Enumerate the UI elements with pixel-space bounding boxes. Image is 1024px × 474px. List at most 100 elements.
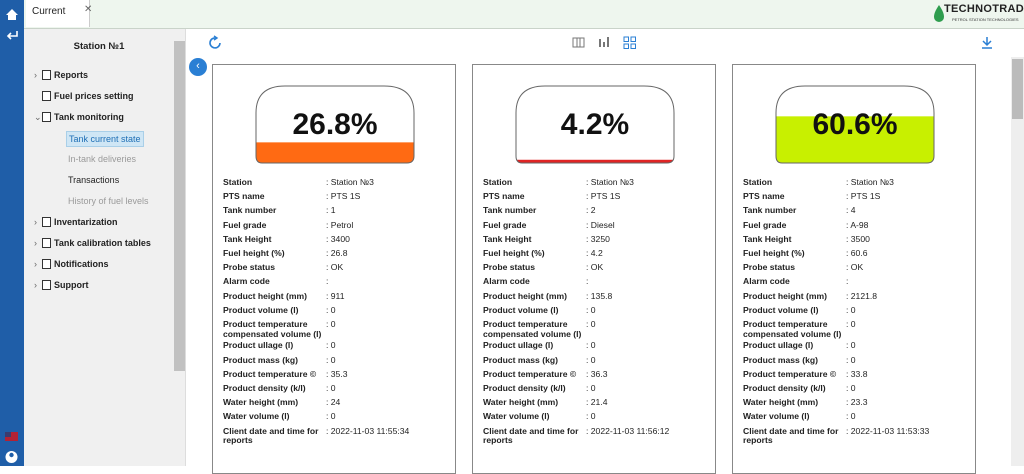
tab[interactable]: Current state✕ <box>26 0 93 41</box>
menu-item[interactable]: Fuel prices setting <box>42 89 134 103</box>
field-label: Fuel height (%) <box>223 247 285 258</box>
field-value: 33.8 <box>846 368 868 382</box>
tank-gauge: 60.6% <box>775 85 935 164</box>
field-row: Water height (mm) 21.4 <box>483 396 713 410</box>
menu-icon <box>42 112 51 122</box>
field-label: Client date and time for reports <box>483 425 579 446</box>
main-scrollbar[interactable] <box>1011 57 1024 466</box>
field-row: Water volume (l) 0 <box>223 410 453 424</box>
back-icon[interactable] <box>6 31 18 40</box>
field-label: Tank number <box>223 205 277 216</box>
level-label: 4.2% <box>561 108 629 141</box>
field-label: Product density (k/l) <box>223 383 306 394</box>
field-row: Product temperature © 35.3 <box>223 368 453 382</box>
field-label: Fuel height (%) <box>743 247 805 258</box>
menu-item[interactable]: › Inventarization <box>34 215 118 229</box>
field-label: Station <box>483 177 513 187</box>
field-label: Alarm code <box>743 276 790 287</box>
menu-icon <box>42 259 51 269</box>
refresh-icon[interactable] <box>209 37 221 49</box>
field-value: 4.2 <box>586 247 603 261</box>
field-row: Water height (mm) 23.3 <box>743 396 973 410</box>
field-label: Product mass (kg) <box>743 354 818 365</box>
field-row: Water volume (l) 0 <box>743 410 973 424</box>
scroll-thumb[interactable] <box>1012 59 1023 119</box>
tank-outline <box>255 85 415 164</box>
field-label: Water volume (l) <box>223 411 290 422</box>
field-row: PTS name PTS 1S <box>743 190 973 204</box>
field-row: Station Station №3 <box>743 176 973 190</box>
field-row: Fuel grade A-98 <box>743 219 973 233</box>
field-row: Water height (mm) 24 <box>223 396 453 410</box>
field-value: Station №3 <box>586 176 634 190</box>
submenu-item[interactable]: Transactions <box>68 175 120 185</box>
field-value: 2022-11-03 11:56:12 <box>586 425 670 447</box>
field-row: Client date and time for reports 2022-11-… <box>743 425 973 447</box>
chevron: › <box>34 238 37 248</box>
field-value: 0 <box>586 339 596 353</box>
nav-rail <box>0 0 24 466</box>
field-value: OK <box>586 261 603 275</box>
field-row: Probe status OK <box>743 261 973 275</box>
menu-item[interactable]: › Notifications <box>34 257 109 271</box>
field-row: Product height (mm) 135.8 <box>483 290 713 304</box>
field-label: Probe status <box>743 262 796 273</box>
field-row: Alarm code <box>743 275 973 289</box>
menu-item[interactable]: › Support <box>34 278 89 292</box>
field-value: 0 <box>846 304 856 318</box>
flag-canton <box>5 432 11 437</box>
field-value: 35.3 <box>326 368 348 382</box>
flag-icon[interactable] <box>5 432 18 441</box>
chart-view-icon[interactable] <box>599 37 609 47</box>
field-label: Fuel grade <box>223 219 267 230</box>
level-label: 26.8% <box>292 108 377 141</box>
collapse-button[interactable]: ‹ <box>189 58 207 76</box>
field-row: Product temperature © 36.3 <box>483 368 713 382</box>
field-value: Station №3 <box>326 176 374 190</box>
field-value: OK <box>326 261 343 275</box>
field-label: Water height (mm) <box>743 397 819 408</box>
field-row: Client date and time for reports 2022-11-… <box>223 425 453 447</box>
fuel-level <box>516 159 674 163</box>
field-value: A-98 <box>846 219 868 233</box>
grid-view-icon[interactable] <box>623 36 629 42</box>
field-label: Product temperature compensated volume (… <box>223 318 322 339</box>
field-row: Product height (mm) 911 <box>223 290 453 304</box>
field-value: 3500 <box>846 233 870 247</box>
menu-item[interactable]: › Tank calibration tables <box>34 236 151 250</box>
field-label: Product volume (l) <box>483 304 559 315</box>
menu-icon <box>42 238 51 248</box>
field-value: 21.4 <box>586 396 608 410</box>
field-value: 0 <box>846 339 856 353</box>
rail-icons <box>5 9 18 463</box>
field-row: Product ullage (l) 0 <box>223 339 453 353</box>
menu-item[interactable]: › Reports <box>34 68 89 82</box>
field-row: Product ullage (l) 0 <box>743 339 973 353</box>
field-label: Fuel grade <box>483 219 527 230</box>
field-row: Tank Height 3400 <box>223 233 453 247</box>
field-value: 0 <box>586 318 596 340</box>
menu-item[interactable]: ⌄ Tank monitoring <box>34 110 124 124</box>
sidebar-scrollbar[interactable] <box>174 41 185 371</box>
menu-label: Reports <box>54 70 89 80</box>
field-value: 3250 <box>586 233 610 247</box>
field-label: Station <box>743 177 773 187</box>
field-label: Client date and time for reports <box>223 425 319 446</box>
grid-view-cell <box>630 36 636 42</box>
field-label: Tank Height <box>483 233 532 244</box>
field-value: 2 <box>586 204 596 218</box>
home-icon[interactable] <box>6 9 18 20</box>
tab-close[interactable]: ✕ <box>84 4 93 15</box>
menu-icon <box>42 217 51 227</box>
download-icon[interactable] <box>982 37 992 49</box>
field-value: Petrol <box>326 219 353 233</box>
submenu-item[interactable]: Tank current state <box>66 131 144 147</box>
field-label: Water height (mm) <box>483 397 559 408</box>
field-row: Product density (k/l) 0 <box>743 382 973 396</box>
field-row: Tank Height 3500 <box>743 233 973 247</box>
grid-view-cell <box>630 43 636 49</box>
table-view-icon[interactable] <box>572 37 585 48</box>
